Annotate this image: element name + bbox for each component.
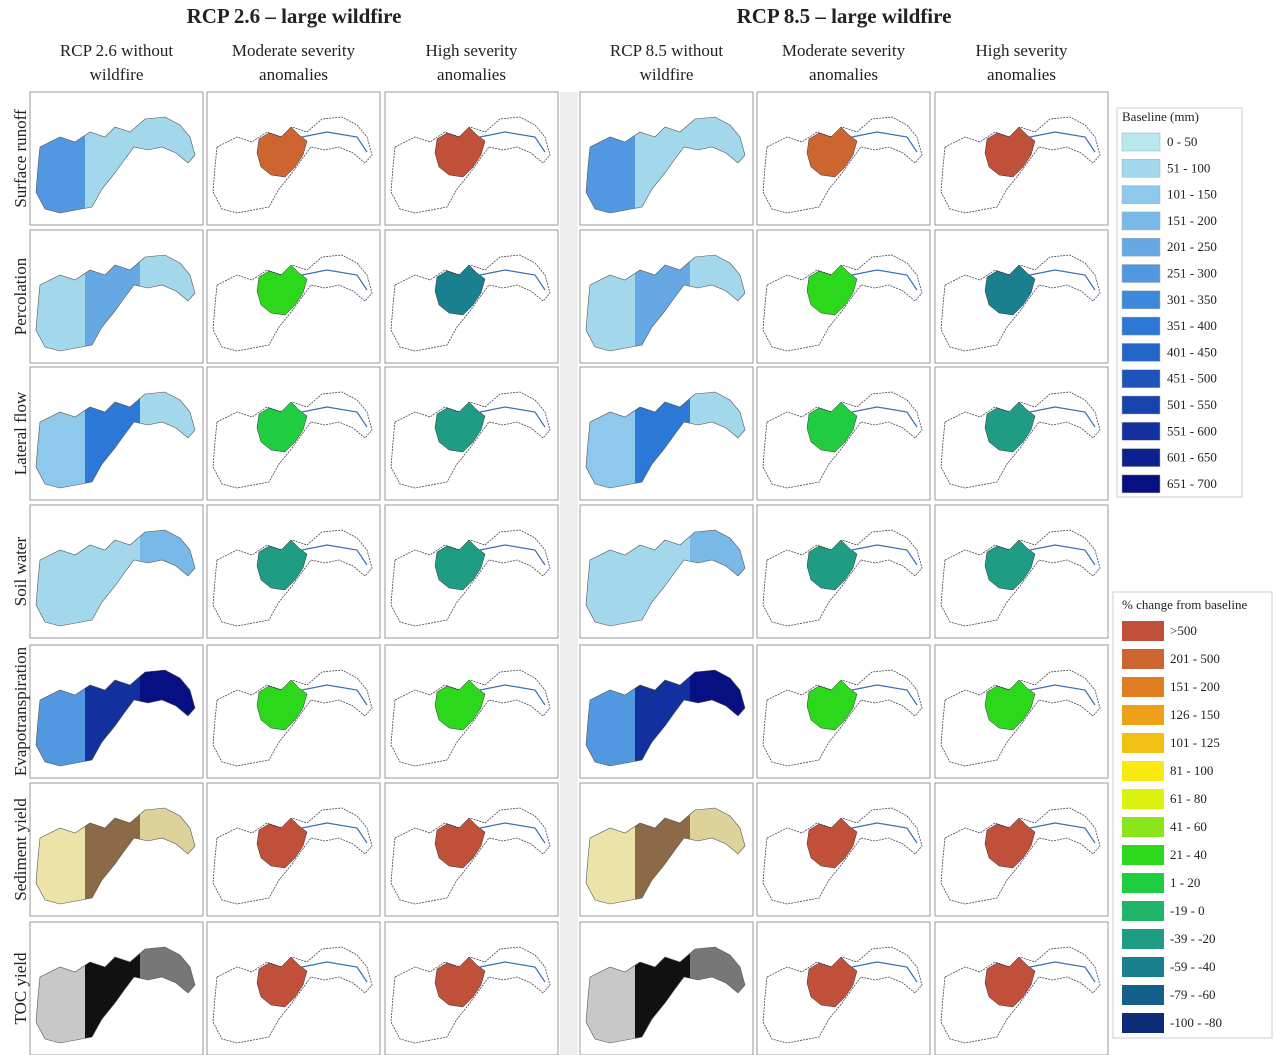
column-header: RCP 2.6 without (60, 41, 173, 60)
column-header: anomalies (259, 65, 328, 84)
column-header: anomalies (809, 65, 878, 84)
legend-swatch (1122, 705, 1164, 725)
column-header: High severity (975, 41, 1068, 60)
legend-title: Baseline (mm) (1122, 109, 1199, 124)
legend-label: 151 - 200 (1167, 213, 1217, 228)
column-header: Moderate severity (782, 41, 906, 60)
legend-label: 0 - 50 (1167, 134, 1197, 149)
legend-label: 351 - 400 (1167, 318, 1217, 333)
column-header: wildfire (90, 65, 144, 84)
legend-label: 61 - 80 (1170, 791, 1207, 806)
legend-swatch (1122, 873, 1164, 893)
legend-label: 551 - 600 (1167, 423, 1217, 438)
legend-swatch (1122, 370, 1160, 388)
row-label: Sediment yield (11, 798, 30, 901)
column-header: anomalies (987, 65, 1056, 84)
legend-label: >500 (1170, 623, 1197, 638)
column-header: anomalies (437, 65, 506, 84)
legend-swatch (1122, 901, 1164, 921)
legend-swatch (1122, 677, 1164, 697)
legend-swatch (1122, 817, 1164, 837)
legend-swatch (1122, 317, 1160, 335)
legend-swatch (1122, 845, 1164, 865)
legend-swatch (1122, 733, 1164, 753)
legend-label: 81 - 100 (1170, 763, 1213, 778)
legend-swatch (1122, 422, 1160, 440)
legend-label: 251 - 300 (1167, 265, 1217, 280)
legend-label: 301 - 350 (1167, 292, 1217, 307)
legend-swatch (1122, 212, 1160, 230)
legend-swatch (1122, 649, 1164, 669)
column-header: RCP 8.5 without (610, 41, 723, 60)
legend-label: 201 - 500 (1170, 651, 1220, 666)
legend-swatch (1122, 186, 1160, 204)
legend-swatch (1122, 621, 1164, 641)
legend-label: 126 - 150 (1170, 707, 1220, 722)
legend-swatch (1122, 265, 1160, 283)
column-header: wildfire (640, 65, 694, 84)
legend-label: 101 - 150 (1167, 187, 1217, 202)
legend-label: 21 - 40 (1170, 847, 1207, 862)
group-title: RCP 8.5 – large wildfire (737, 4, 952, 28)
legend-swatch (1122, 789, 1164, 809)
legend-label: 651 - 700 (1167, 476, 1217, 491)
row-label: Evapotranspiration (11, 646, 30, 776)
legend-label: -100 - -80 (1170, 1015, 1222, 1030)
legend-label: 151 - 200 (1170, 679, 1220, 694)
group-title: RCP 2.6 – large wildfire (187, 4, 402, 28)
legend-label: 1 - 20 (1170, 875, 1200, 890)
legend-title: % change from baseline (1122, 597, 1247, 612)
figure: RCP 2.6 – large wildfire RCP 2.6 without w… (0, 0, 1276, 1055)
legend-label: 51 - 100 (1167, 160, 1210, 175)
legend-swatch (1122, 957, 1164, 977)
legend-swatch (1122, 133, 1160, 151)
legend-label: 601 - 650 (1167, 450, 1217, 465)
legend-swatch (1122, 475, 1160, 493)
legend-label: -39 - -20 (1170, 931, 1216, 946)
column-header: Moderate severity (232, 41, 356, 60)
legend-label: 41 - 60 (1170, 819, 1207, 834)
row-label: Surface runoff (11, 109, 30, 208)
legend-swatch (1122, 929, 1164, 949)
legend-label: 401 - 450 (1167, 344, 1217, 359)
legend-swatch (1122, 985, 1164, 1005)
legend-swatch (1122, 238, 1160, 256)
legend-label: 451 - 500 (1167, 371, 1217, 386)
legend-label: 201 - 250 (1167, 239, 1217, 254)
row-label: Soil water (11, 536, 30, 606)
row-label: TOC yield (11, 952, 30, 1024)
column-header: High severity (425, 41, 518, 60)
legend-swatch (1122, 449, 1160, 467)
legend-swatch (1122, 396, 1160, 414)
legend-label: 501 - 550 (1167, 397, 1217, 412)
row-label: Percolation (11, 257, 30, 335)
separator (560, 92, 578, 1055)
legend-swatch (1122, 1013, 1164, 1033)
row-label: Lateral flow (11, 391, 30, 475)
legend-label: -59 - -40 (1170, 959, 1216, 974)
legend-label: 101 - 125 (1170, 735, 1220, 750)
legend-swatch (1122, 291, 1160, 309)
legend-swatch (1122, 343, 1160, 361)
legend-swatch (1122, 761, 1164, 781)
legend-label: -79 - -60 (1170, 987, 1216, 1002)
legend-swatch (1122, 159, 1160, 177)
legend-label: -19 - 0 (1170, 903, 1205, 918)
